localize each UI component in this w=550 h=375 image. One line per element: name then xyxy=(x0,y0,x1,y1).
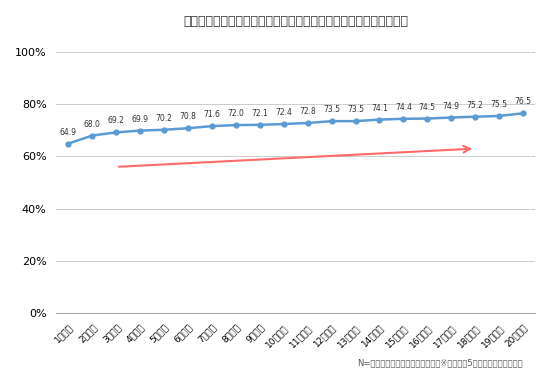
Text: 69.2: 69.2 xyxy=(108,117,125,126)
Text: 73.5: 73.5 xyxy=(323,105,340,114)
Text: 70.2: 70.2 xyxy=(156,114,173,123)
Text: 64.9: 64.9 xyxy=(60,128,77,136)
Text: 71.6: 71.6 xyxy=(204,110,221,119)
Text: 70.8: 70.8 xyxy=(179,112,196,121)
Text: 74.4: 74.4 xyxy=(395,103,412,112)
Text: 72.4: 72.4 xyxy=(275,108,292,117)
Text: 68.0: 68.0 xyxy=(84,120,101,129)
Text: 72.1: 72.1 xyxy=(251,109,268,118)
Text: 76.5: 76.5 xyxy=(515,98,531,106)
Text: 72.8: 72.8 xyxy=(299,107,316,116)
Text: 74.5: 74.5 xyxy=(419,103,436,112)
Text: N=調査対象モバイル広告到達者　※調査対象5キャンペーンの平均値: N=調査対象モバイル広告到達者 ※調査対象5キャンペーンの平均値 xyxy=(357,358,522,368)
Text: 75.5: 75.5 xyxy=(491,100,508,109)
Title: モバイル広告到達者のモバイル広告認知率【フリークエンシー別】: モバイル広告到達者のモバイル広告認知率【フリークエンシー別】 xyxy=(183,15,408,28)
Text: 75.2: 75.2 xyxy=(467,101,483,110)
Text: 74.1: 74.1 xyxy=(371,104,388,112)
Text: 73.5: 73.5 xyxy=(347,105,364,114)
Text: 72.0: 72.0 xyxy=(227,109,244,118)
Text: 74.9: 74.9 xyxy=(443,102,460,111)
Text: 69.9: 69.9 xyxy=(131,115,148,124)
